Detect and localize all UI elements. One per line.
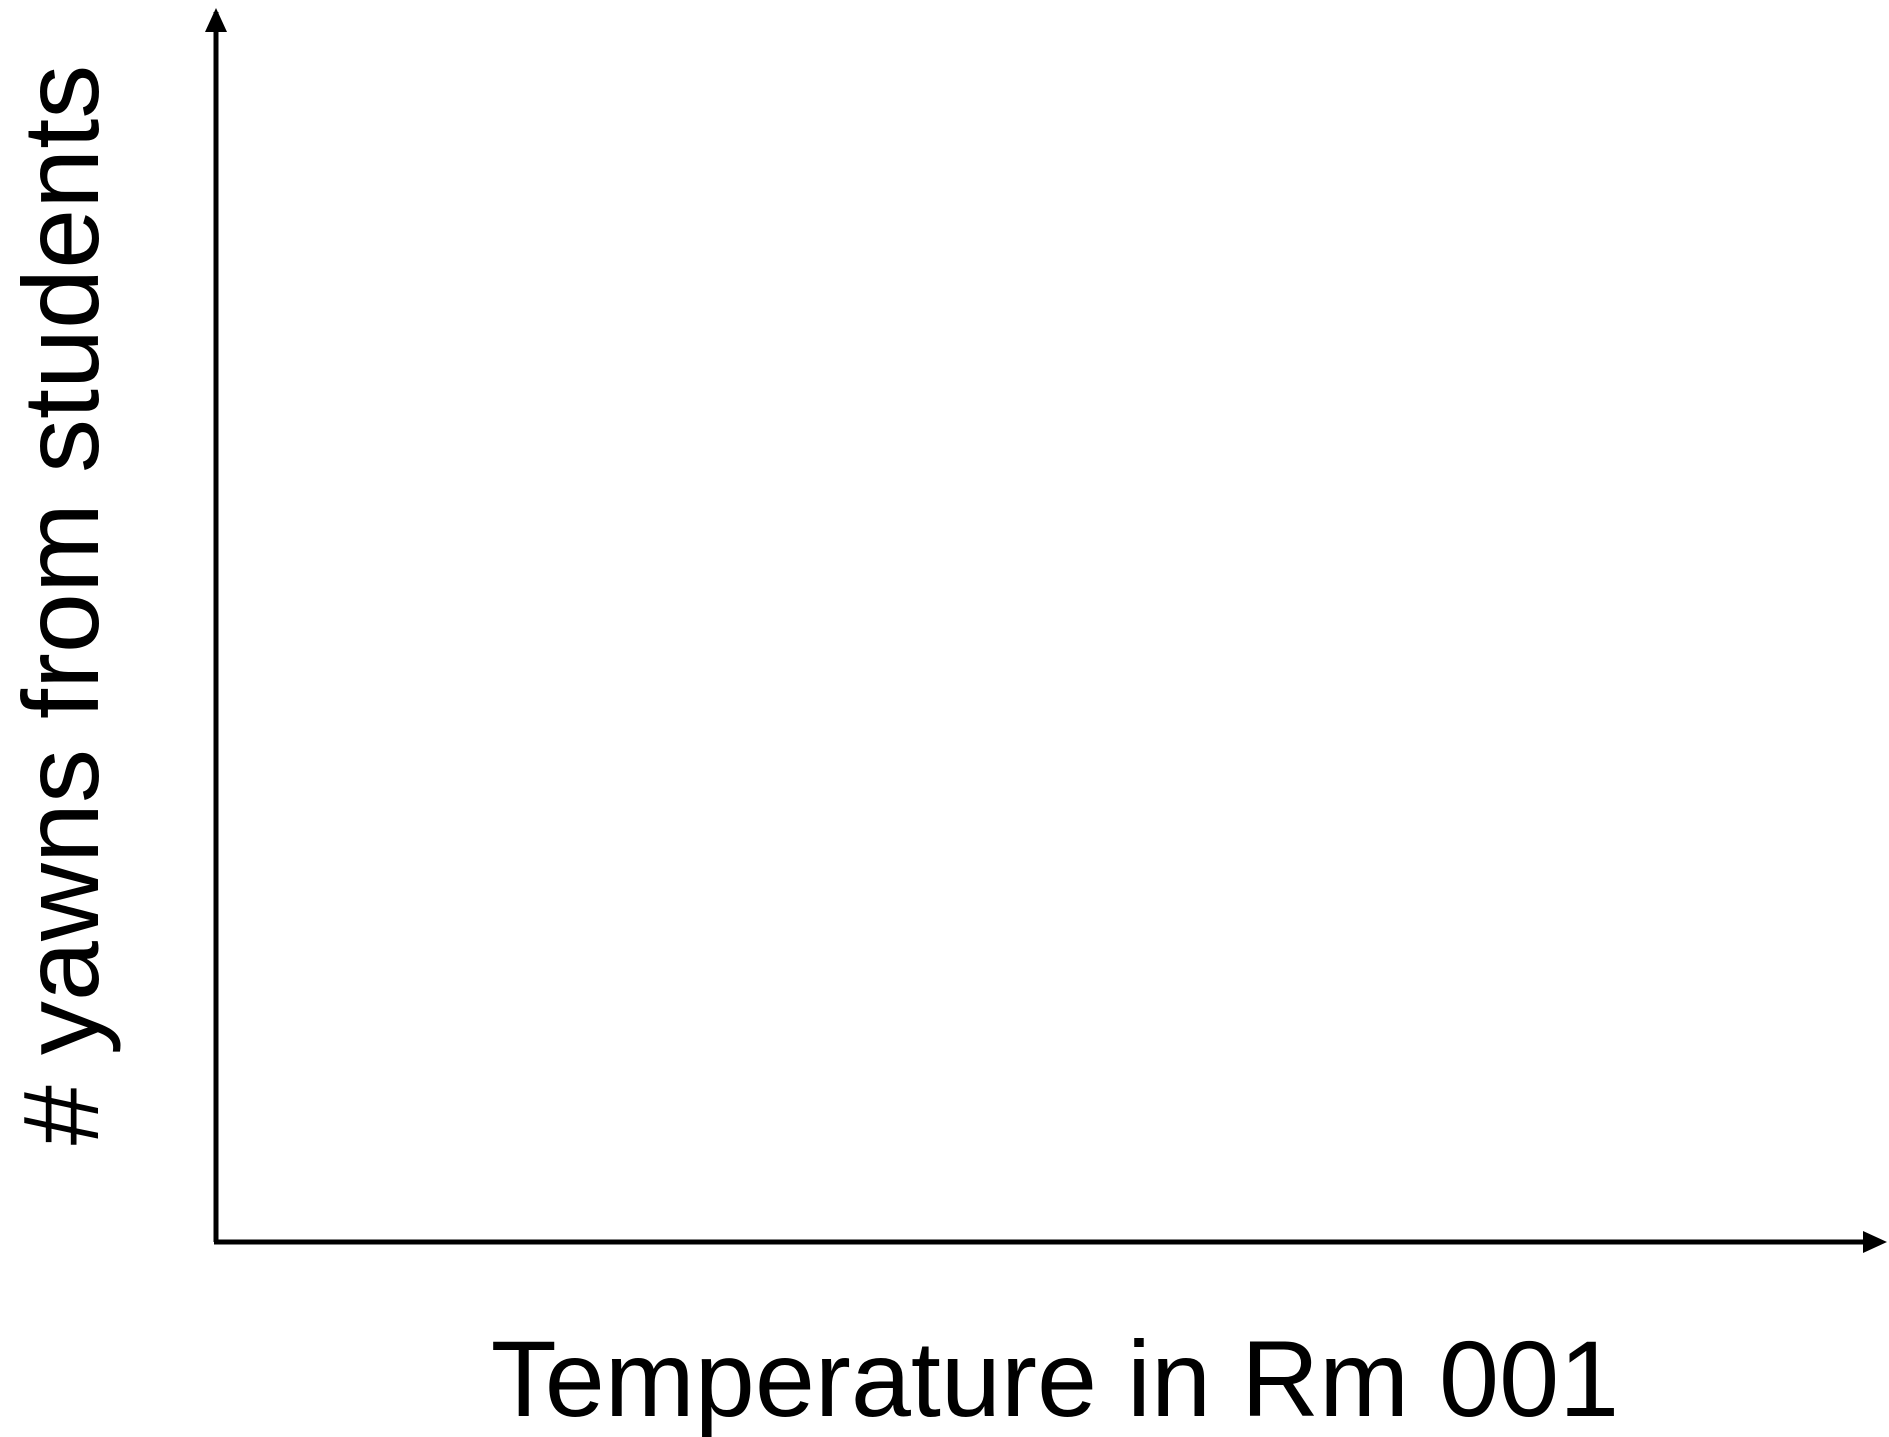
plot-area [205,8,1887,1253]
y-axis-arrow-icon [205,8,227,32]
x-axis-label: Temperature in Rm 001 [491,1318,1620,1437]
y-axis-label: # yawns from students [0,65,121,1145]
x-axis-arrow-icon [1863,1231,1887,1253]
